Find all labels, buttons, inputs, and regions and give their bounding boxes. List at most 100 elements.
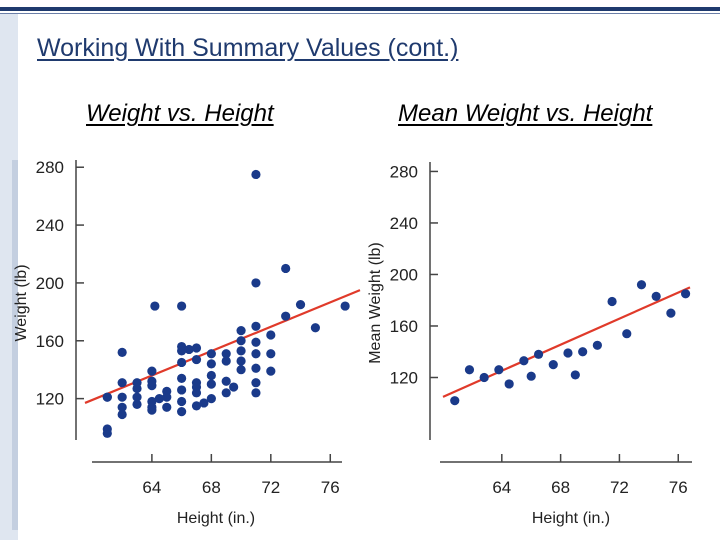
left-data-point — [191, 401, 202, 411]
right-data-point — [519, 356, 529, 366]
left-fit-line — [84, 289, 361, 404]
left-data-point — [199, 398, 209, 408]
left-data-point — [117, 392, 127, 402]
right-y-axis-title: Mean Weight (lb) — [367, 242, 384, 364]
left-data-point — [132, 392, 142, 402]
left-x-axis-title: Height (in.) — [177, 510, 255, 527]
top-rule-thin — [0, 13, 720, 14]
left-data-point — [236, 356, 246, 366]
right-x-tick-label: 68 — [551, 478, 570, 497]
right-data-point — [680, 289, 691, 299]
left-x-tick-label: 76 — [321, 478, 340, 497]
left-data-point — [206, 359, 216, 369]
left-data-point — [117, 378, 127, 388]
top-rule-thick — [0, 7, 720, 11]
left-y-tick-label: 280 — [36, 158, 64, 177]
left-data-point — [295, 300, 306, 310]
left-x-tick-label: 72 — [261, 478, 280, 497]
left-data-point — [266, 349, 276, 359]
left-data-point — [281, 263, 291, 274]
left-y-tick-label: 120 — [36, 390, 64, 409]
left-data-point — [177, 407, 187, 417]
right-data-point — [570, 370, 580, 380]
left-data-point — [191, 388, 202, 398]
left-data-point — [281, 311, 291, 321]
left-data-point — [236, 365, 246, 375]
left-data-point — [251, 349, 261, 359]
left-data-point — [206, 370, 216, 381]
left-data-point — [177, 396, 187, 407]
left-data-point — [266, 330, 276, 340]
left-data-point — [177, 357, 187, 368]
left-data-point — [251, 278, 261, 288]
left-data-point — [236, 346, 246, 356]
right-x-tick-label: 72 — [610, 478, 629, 497]
left-x-tick-label: 64 — [142, 478, 161, 497]
left-data-point — [102, 424, 112, 434]
left-data-point — [251, 321, 261, 331]
right-data-point — [526, 371, 536, 381]
left-data-point — [102, 392, 112, 402]
right-data-point — [636, 280, 647, 290]
left-data-point — [221, 349, 231, 359]
left-data-point — [236, 336, 246, 346]
left-data-point — [191, 343, 202, 353]
left-data-point — [150, 301, 160, 311]
right-fit-line — [442, 286, 691, 398]
left-data-point — [221, 388, 231, 398]
left-data-point — [117, 402, 127, 412]
left-data-point — [132, 383, 142, 394]
right-y-tick-label: 280 — [390, 162, 418, 181]
left-data-point — [147, 405, 157, 415]
right-data-point — [607, 296, 617, 307]
left-data-point — [229, 382, 239, 392]
right-data-point — [504, 379, 514, 389]
left-y-tick-label: 160 — [36, 332, 64, 351]
left-chart-subtitle: Weight vs. Height — [86, 100, 274, 127]
left-data-point — [177, 385, 187, 395]
left-data-point — [147, 381, 157, 391]
left-data-point — [147, 366, 157, 376]
left-data-point — [310, 323, 321, 333]
left-data-point — [177, 373, 187, 383]
right-data-point — [464, 365, 475, 375]
left-data-point — [132, 399, 142, 409]
right-y-tick-label: 200 — [390, 265, 418, 284]
right-x-tick-label: 76 — [669, 478, 688, 497]
right-data-point — [651, 291, 661, 301]
right-data-point — [533, 349, 544, 359]
right-data-point — [592, 340, 602, 350]
right-data-point — [563, 348, 573, 358]
left-y-tick-label: 240 — [36, 216, 64, 235]
left-x-tick-label: 68 — [202, 478, 221, 497]
left-data-point — [251, 169, 261, 180]
right-data-point — [450, 396, 460, 406]
left-data-point — [117, 347, 127, 357]
right-x-axis-title: Height (in.) — [532, 510, 610, 527]
slide-title: Working With Summary Values (cont.) — [37, 34, 459, 62]
left-y-tick-label: 200 — [36, 274, 64, 293]
left-data-point — [191, 354, 202, 365]
right-data-point — [622, 329, 632, 339]
left-data-point — [177, 301, 187, 311]
right-x-tick-label: 64 — [492, 478, 511, 497]
left-data-point — [206, 349, 216, 359]
left-data-point — [184, 344, 194, 355]
left-data-point — [221, 356, 231, 366]
left-y-axis-title: Weight (lb) — [13, 264, 30, 341]
left-data-point — [221, 376, 231, 386]
left-data-point — [206, 394, 216, 404]
left-data-point — [177, 346, 187, 356]
right-y-tick-label: 120 — [390, 369, 418, 388]
left-accent-bar-inner — [12, 160, 18, 530]
right-data-point — [494, 365, 504, 375]
right-data-point — [548, 360, 558, 370]
left-data-point — [236, 326, 246, 336]
left-data-point — [251, 388, 261, 398]
left-data-point — [162, 392, 172, 402]
left-data-point — [206, 379, 216, 389]
right-data-point — [578, 347, 588, 357]
left-data-point — [340, 301, 350, 311]
right-chart-subtitle: Mean Weight vs. Height — [398, 100, 653, 127]
